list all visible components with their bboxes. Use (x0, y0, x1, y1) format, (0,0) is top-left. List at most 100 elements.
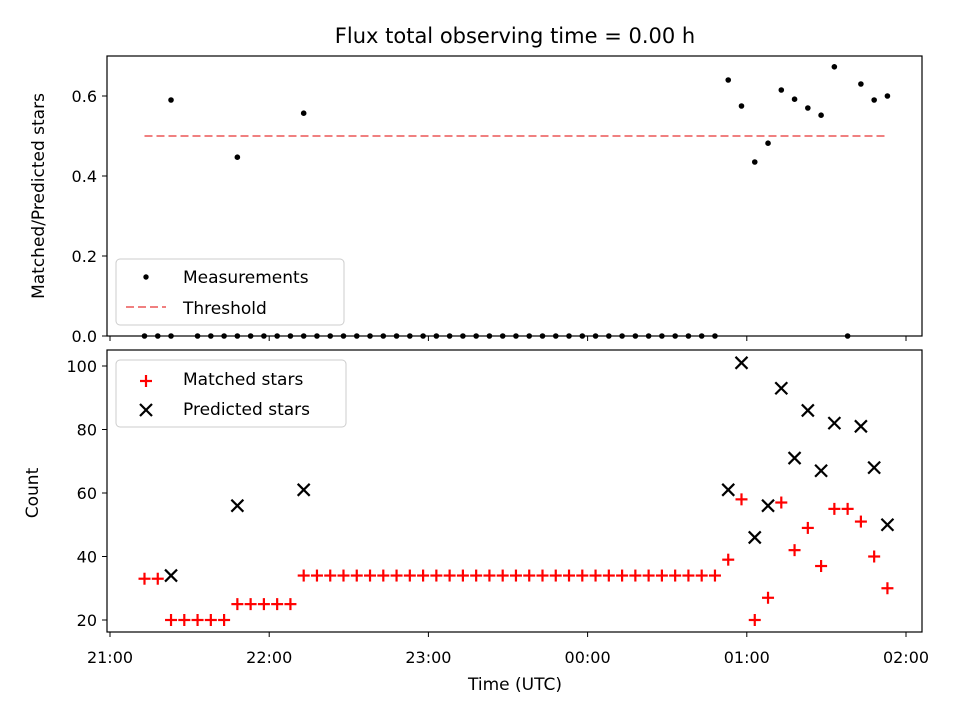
predicted-stars-point (801, 403, 815, 418)
matched-stars-point (509, 569, 522, 582)
matched-stars-point (496, 569, 509, 582)
matched-stars-point (483, 569, 496, 582)
bottom-y-ticks: 20 40 60 80 100 (66, 357, 107, 630)
matched-stars-point (708, 569, 721, 582)
matched-stars-point (854, 515, 867, 528)
bottom-y-tick-label: 20 (77, 611, 97, 630)
bottom-y-axis-label: Count (23, 467, 43, 518)
bottom-axes-frame (106, 349, 923, 633)
top-panel: Flux total observing time = 0.00 h 0.00.… (29, 24, 923, 346)
predicted-stars-point (721, 483, 736, 497)
matched-stars-point (377, 569, 390, 582)
matched-stars-point (828, 502, 841, 515)
predicted-stars-point (827, 416, 842, 430)
measurement-point (831, 64, 838, 70)
measurement-point (725, 77, 732, 83)
measurement-point (884, 93, 891, 99)
legend-predicted-marker (139, 403, 153, 417)
matched-stars-point (788, 544, 801, 557)
matched-stars-point (297, 569, 310, 582)
matched-stars-point (616, 569, 629, 582)
matched-stars-point (722, 553, 735, 566)
measurement-point (300, 110, 307, 116)
matched-stars-point (576, 569, 589, 582)
bottom-x-tick-label: 00:00 (565, 648, 611, 667)
matched-stars-point (815, 560, 828, 573)
measurement-point (765, 140, 771, 146)
top-chart-title: Flux total observing time = 0.00 h (335, 24, 695, 48)
matched-stars-point (669, 569, 682, 582)
measurement-point (751, 159, 758, 165)
bottom-x-ticks: 21:00 22:00 23:00 00:00 01:00 02:00 (87, 632, 929, 667)
bottom-legend-frame (115, 359, 347, 428)
bottom-x-tick-label: 21:00 (87, 648, 133, 667)
matched-stars-point (231, 598, 244, 611)
matched-stars-point (841, 502, 854, 515)
matched-stars-point (602, 569, 615, 582)
top-y-tick-label: 0.0 (72, 327, 97, 346)
matched-stars-point (762, 591, 775, 604)
measurement-point (871, 97, 877, 103)
bottom-panel: 20 40 60 80 100 21:00 22:00 23:00 00:00 01:00 02:… (23, 349, 929, 695)
matched-stars-point (629, 569, 642, 582)
predicted-stars-point (230, 498, 245, 513)
matched-stars-point (218, 614, 231, 626)
bottom-y-tick-label: 40 (77, 548, 97, 567)
matched-stars-point (337, 569, 350, 582)
top-x-ticks (109, 336, 907, 341)
top-y-ticks: 0.0 0.2 0.4 0.6 (72, 87, 107, 346)
predicted-stars-point (296, 483, 311, 497)
matched-stars-point (178, 614, 191, 626)
matched-stars-point (390, 569, 403, 582)
measurement-point (791, 96, 798, 102)
predicted-stars-point (787, 451, 802, 465)
matched-stars-point (748, 614, 761, 626)
legend-measurements-label: Measurements (183, 268, 309, 288)
top-legend: Measurements Threshold (115, 258, 345, 326)
measurement-point (818, 112, 824, 118)
matched-stars-point (364, 569, 377, 582)
predicted-stars-point (880, 517, 895, 532)
predicted-stars-point (814, 463, 828, 478)
matched-stars-point (470, 569, 483, 582)
predicted-stars-point (747, 530, 762, 545)
matched-stars-point (284, 598, 297, 611)
legend-matched-marker (140, 375, 152, 387)
bottom-x-tick-label: 02:00 (883, 648, 929, 667)
matched-stars-point (589, 569, 602, 582)
legend-matched-label: Matched stars (183, 370, 303, 390)
top-y-tick-label: 0.6 (72, 87, 97, 106)
matched-stars-point (324, 569, 337, 582)
matched-stars-point (456, 569, 469, 582)
matched-stars-point (563, 569, 576, 582)
matched-stars-point (310, 569, 323, 582)
bottom-plot-marks (138, 356, 895, 626)
legend-measurements-marker (143, 274, 149, 280)
matched-stars-point (682, 569, 695, 582)
bottom-y-tick-label: 80 (77, 421, 97, 440)
matched-stars-point (695, 569, 708, 582)
predicted-stars-point (867, 460, 881, 475)
matched-stars-point (244, 598, 257, 611)
matched-stars-point (443, 569, 456, 582)
bottom-x-tick-label: 22:00 (246, 648, 292, 667)
matched-stars-point (151, 572, 164, 585)
predicted-stars-point (774, 381, 789, 396)
bottom-legend: Matched stars Predicted stars (115, 359, 347, 428)
matched-stars-point (204, 614, 217, 626)
measurement-point (778, 87, 785, 93)
measurement-point (234, 154, 241, 160)
matched-stars-point (642, 569, 655, 582)
matched-stars-point (350, 569, 363, 582)
predicted-stars-point (164, 568, 178, 583)
matched-stars-point (801, 521, 814, 534)
matched-stars-point (881, 582, 894, 595)
predicted-stars-point (761, 498, 775, 513)
matched-stars-point (417, 569, 430, 582)
matched-stars-point (775, 496, 788, 509)
bottom-y-tick-label: 60 (77, 484, 97, 503)
matched-stars-point (523, 569, 536, 582)
matched-stars-point (257, 598, 270, 611)
bottom-x-tick-label: 01:00 (724, 648, 770, 667)
